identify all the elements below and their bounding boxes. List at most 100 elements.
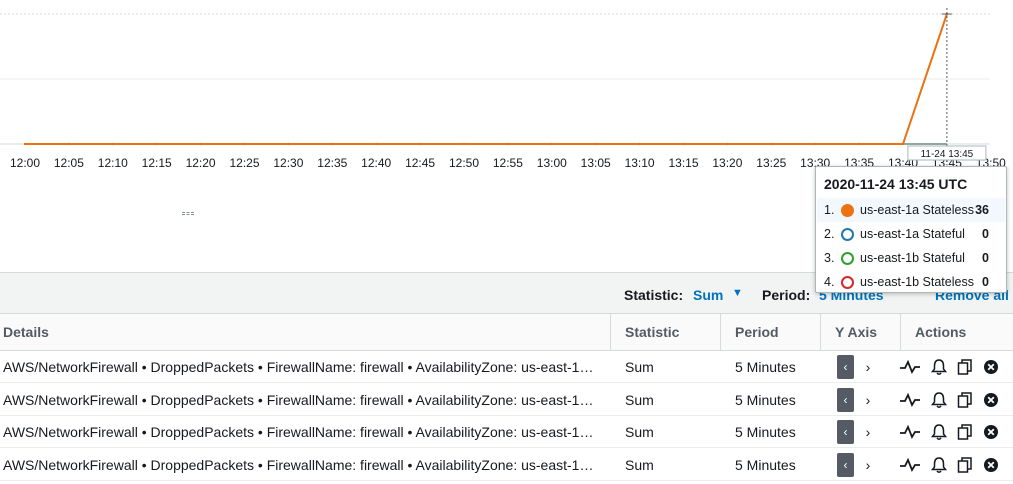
- header-actions[interactable]: Actions: [900, 314, 1013, 351]
- data-point: [594, 142, 597, 146]
- graph-icon[interactable]: [899, 423, 920, 441]
- data-point: [462, 142, 466, 146]
- bell-icon[interactable]: [930, 358, 950, 376]
- remove-icon[interactable]: [983, 456, 1003, 474]
- y-axis-right-button[interactable]: ›: [865, 424, 871, 440]
- tooltip-row-index: 2.: [824, 227, 835, 241]
- data-point: [23, 142, 27, 146]
- tooltip-title: 2020-11-24 13:45 UTC: [824, 176, 968, 192]
- x-tick-label: 12:30: [273, 156, 303, 170]
- remove-icon[interactable]: [983, 391, 1003, 409]
- tooltip-row-index: 3.: [824, 251, 835, 265]
- data-point: [331, 142, 334, 146]
- series-dot-icon: [841, 228, 854, 241]
- data-point: [155, 142, 158, 146]
- chart-tooltip: 2020-11-24 13:45 UTC 1. us-east-1a Statel…: [815, 166, 1007, 293]
- tooltip-series-name: us-east-1a Stateful: [860, 227, 965, 241]
- metric-statistic[interactable]: Sum: [625, 391, 654, 408]
- bell-icon[interactable]: [930, 456, 950, 474]
- divider: [0, 272, 1013, 273]
- chart-area: 12:00 12:05 12:10 12:15 12:20 12:25 12:30 12:35…: [0, 8, 1007, 215]
- graph-icon[interactable]: [899, 391, 920, 409]
- header-period[interactable]: Period: [720, 314, 820, 351]
- x-tick-label: 12:50: [449, 156, 479, 170]
- bell-icon[interactable]: [930, 423, 950, 441]
- tooltip-row: 2. us-east-1a Stateful 0: [817, 222, 1005, 246]
- metric-period[interactable]: 5 Minutes: [735, 359, 796, 375]
- data-point: [857, 142, 861, 146]
- header-y-axis[interactable]: Y Axis: [820, 314, 900, 351]
- x-tick-label: 13:15: [668, 156, 698, 170]
- x-tick-label: 12:45: [405, 156, 435, 170]
- metric-details[interactable]: AWS/NetworkFirewall • DroppedPackets • F…: [3, 359, 594, 375]
- x-tick-label: 13:10: [625, 156, 655, 170]
- remove-icon[interactable]: [983, 358, 1003, 376]
- copy-icon[interactable]: [956, 391, 976, 409]
- data-point: [550, 142, 553, 146]
- statistic-dropdown[interactable]: Sum: [693, 287, 724, 303]
- data-point: [726, 142, 729, 146]
- copy-icon[interactable]: [956, 358, 976, 376]
- y-axis-right-button[interactable]: ›: [865, 359, 871, 375]
- metric-statistic[interactable]: Sum: [625, 359, 654, 375]
- series-line-1: [25, 13, 948, 145]
- x-tick-label: 13:05: [581, 156, 611, 170]
- x-tick-label: 12:15: [142, 156, 172, 170]
- tooltip-row-index: 1.: [824, 203, 835, 217]
- table-row: AWS/NetworkFirewall • DroppedPackets • F…: [0, 384, 1013, 416]
- crosshair-label: 11-24 13:45: [921, 149, 974, 160]
- data-point: [375, 142, 378, 146]
- legend-dash: [182, 212, 194, 215]
- copy-icon[interactable]: [956, 423, 976, 441]
- table-header: Details Statistic Period Y Axis Actions: [0, 314, 1013, 351]
- data-point: [243, 142, 246, 146]
- metric-details[interactable]: AWS/NetworkFirewall • DroppedPackets • F…: [3, 456, 594, 473]
- tooltip-series-value: 0: [982, 227, 989, 241]
- tooltip-series-name: us-east-1b Stateless: [860, 275, 974, 289]
- remove-icon[interactable]: [983, 423, 1003, 441]
- x-tick-label: 12:35: [317, 156, 347, 170]
- metric-period[interactable]: 5 Minutes: [735, 424, 796, 440]
- table-row: AWS/NetworkFirewall • DroppedPackets • F…: [0, 416, 1013, 448]
- metric-period[interactable]: 5 Minutes: [735, 391, 796, 408]
- graph-icon[interactable]: [899, 456, 920, 474]
- copy-icon[interactable]: [956, 456, 976, 474]
- series-dot-icon: [841, 252, 854, 265]
- metric-statistic[interactable]: Sum: [625, 424, 654, 440]
- x-tick-label: 12:00: [10, 156, 40, 170]
- data-point: [638, 142, 641, 146]
- tooltip-series-value: 36: [975, 203, 989, 217]
- metric-details[interactable]: AWS/NetworkFirewall • DroppedPackets • F…: [3, 391, 594, 408]
- metric-period[interactable]: 5 Minutes: [735, 456, 796, 473]
- data-point: [814, 142, 817, 146]
- data-point: [418, 142, 422, 146]
- x-tick-label: 13:20: [712, 156, 742, 170]
- crosshair-label-box: [907, 145, 987, 161]
- header-statistic[interactable]: Statistic: [610, 314, 720, 351]
- table-row: AWS/NetworkFirewall • DroppedPackets • F…: [0, 449, 1013, 481]
- y-axis-left-button[interactable]: ‹: [837, 420, 854, 444]
- data-point: [67, 142, 71, 146]
- y-axis-left-button[interactable]: ‹: [837, 452, 854, 477]
- header-details[interactable]: Details: [3, 324, 49, 340]
- y-axis-right-button[interactable]: ›: [865, 391, 871, 408]
- data-point: [770, 142, 773, 146]
- metric-details[interactable]: AWS/NetworkFirewall • DroppedPackets • F…: [3, 424, 594, 440]
- graph-icon[interactable]: [899, 358, 920, 376]
- x-tick-label: 12:20: [186, 156, 216, 170]
- series-dot-icon: [841, 204, 854, 217]
- tooltip-row: 1. us-east-1a Stateless 36: [817, 198, 1005, 222]
- y-axis-right-button[interactable]: ›: [865, 456, 871, 473]
- data-point: [901, 142, 905, 146]
- y-axis-left-button[interactable]: ‹: [837, 355, 854, 379]
- tooltip-row: 4. us-east-1b Stateless 0: [817, 270, 1005, 294]
- bell-icon[interactable]: [930, 391, 950, 409]
- data-point: [199, 142, 202, 146]
- x-tick-label: 12:25: [229, 156, 259, 170]
- series-dot-icon: [841, 276, 854, 289]
- chevron-down-icon[interactable]: ▼: [732, 287, 743, 299]
- y-axis-left-button[interactable]: ‹: [837, 387, 854, 412]
- data-point: [287, 142, 290, 146]
- x-tick-label: 13:00: [537, 156, 567, 170]
- metric-statistic[interactable]: Sum: [625, 456, 654, 473]
